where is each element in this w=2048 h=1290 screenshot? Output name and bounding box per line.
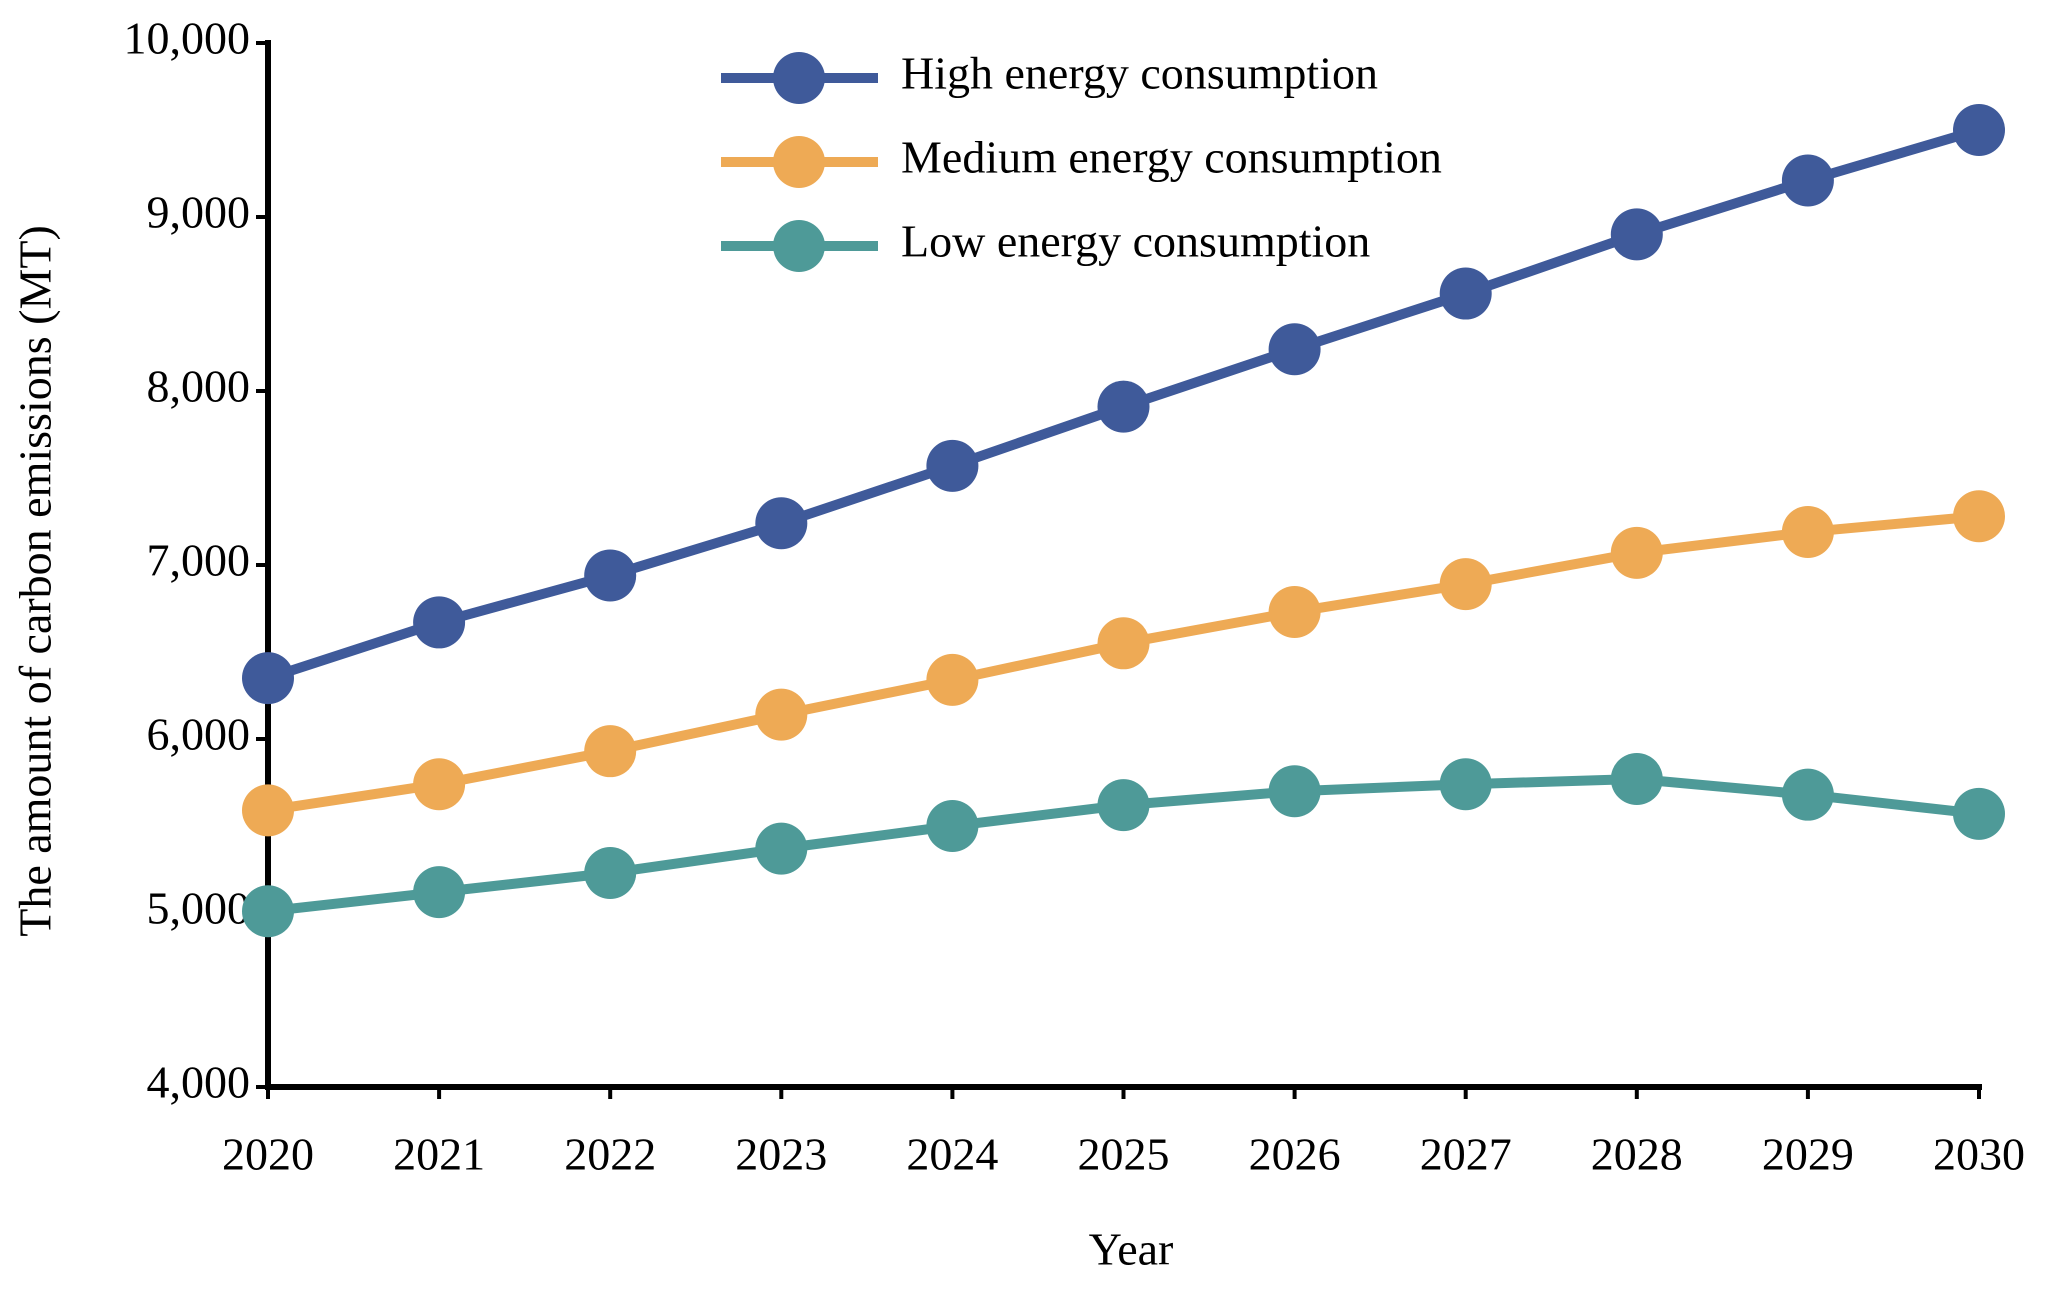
x-tick-label: 2030 [1933, 1129, 2025, 1180]
x-axis-title: Year [1089, 1224, 1174, 1275]
data-point [1268, 765, 1321, 818]
legend-label: Medium energy consumption [901, 132, 1442, 183]
data-point [1781, 768, 1834, 821]
data-point [926, 800, 979, 852]
data-point [1097, 779, 1150, 832]
legend-marker [773, 136, 825, 188]
data-point [1268, 585, 1321, 638]
data-point [413, 758, 466, 811]
data-point [1953, 490, 2005, 543]
x-tick-label: 2026 [1249, 1129, 1341, 1180]
data-point [1097, 380, 1150, 433]
data-point [755, 497, 808, 550]
y-tick-label: 4,000 [147, 1057, 251, 1108]
data-point [1953, 104, 2005, 156]
y-tick-label: 7,000 [147, 535, 251, 586]
data-point [1610, 753, 1663, 806]
x-tick-label: 2027 [1420, 1129, 1512, 1180]
data-point [926, 439, 979, 492]
data-point [413, 866, 466, 919]
y-tick-label: 5,000 [147, 883, 251, 934]
data-point [242, 885, 294, 938]
x-tick-label: 2022 [564, 1129, 656, 1180]
data-point [926, 653, 979, 706]
data-point [755, 688, 808, 741]
y-tick-label: 9,000 [147, 187, 251, 238]
data-point [755, 822, 808, 875]
x-tick-label: 2020 [222, 1129, 314, 1180]
legend-marker [773, 52, 825, 104]
data-point [1610, 526, 1663, 579]
data-point [584, 549, 637, 602]
x-tick-label: 2028 [1591, 1129, 1683, 1180]
x-tick-label: 2024 [906, 1129, 998, 1180]
data-point [1953, 787, 2005, 840]
data-point [1097, 617, 1150, 670]
data-point [584, 725, 637, 778]
data-point [1781, 154, 1834, 207]
y-tick-label: 6,000 [147, 709, 251, 760]
data-point [1781, 505, 1834, 558]
data-point [1610, 208, 1663, 261]
data-point [584, 846, 637, 899]
data-point [413, 596, 466, 649]
x-tick-label: 2021 [393, 1129, 485, 1180]
x-tick-label: 2025 [1078, 1129, 1170, 1180]
y-axis-title: The amount of carbon emissions (MT) [10, 225, 61, 937]
data-point [242, 784, 294, 837]
x-tick-label: 2029 [1762, 1129, 1854, 1180]
data-point [1439, 558, 1492, 611]
x-tick-label: 2023 [735, 1129, 827, 1180]
data-point [1439, 758, 1492, 811]
y-tick-label: 8,000 [147, 361, 251, 412]
legend-label: Low energy consumption [901, 216, 1370, 267]
legend-label: High energy consumption [901, 48, 1378, 99]
data-point [1268, 323, 1321, 376]
y-tick-label: 10,000 [124, 13, 251, 64]
data-point [242, 652, 294, 705]
legend-marker [773, 220, 825, 272]
data-point [1439, 267, 1492, 320]
